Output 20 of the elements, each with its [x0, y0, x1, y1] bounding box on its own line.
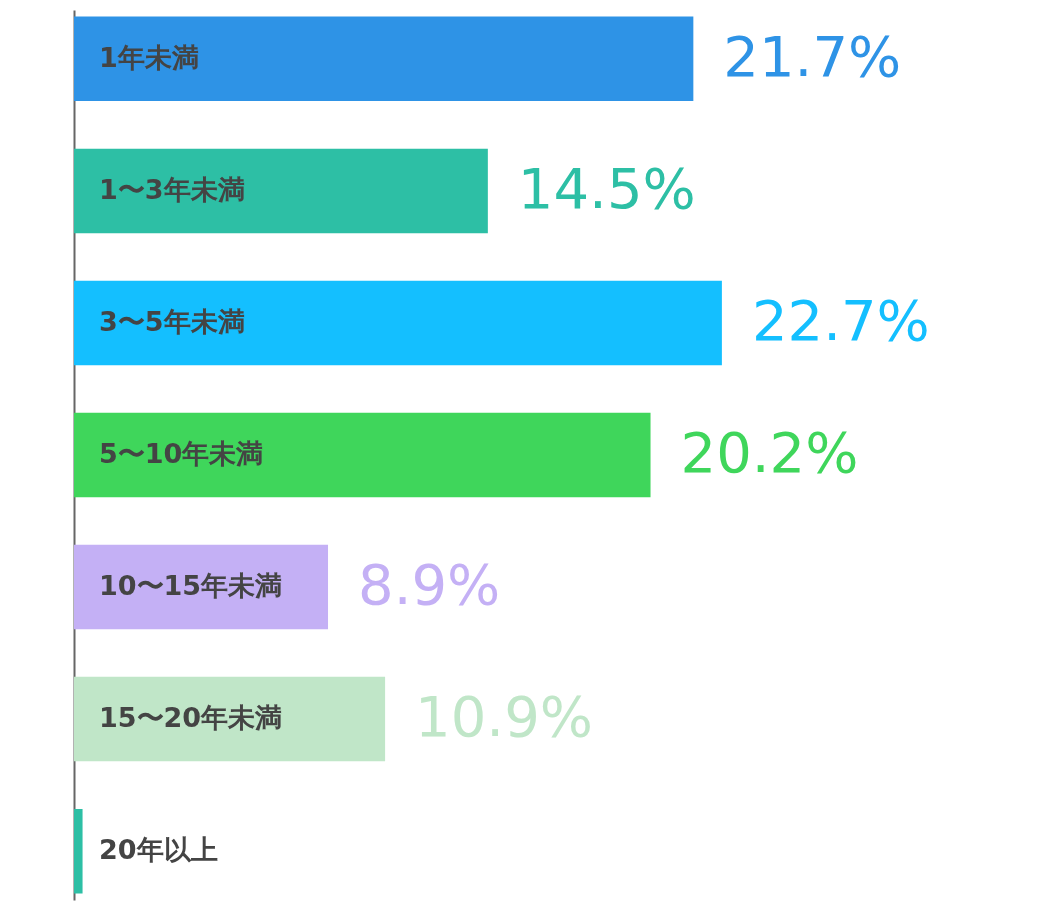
y-tick-label: 1年未満 — [99, 41, 199, 73]
data-label: 21.7% — [723, 23, 902, 89]
bar — [74, 16, 694, 102]
y-tick-label: 10〜15年未満 — [99, 570, 283, 602]
y-tick-label: 5〜10年未満 — [99, 438, 264, 469]
data-label: 22.7% — [751, 287, 930, 353]
bar — [74, 676, 386, 762]
data-label: 10.9% — [415, 684, 594, 750]
bar — [74, 148, 488, 234]
y-tick-label: 1〜3年未満 — [99, 173, 245, 205]
y-tick-label: 20年以上 — [99, 834, 218, 866]
y-tick-label: 3〜5年未満 — [99, 305, 245, 337]
bar — [74, 412, 651, 498]
y-tick-label: 15〜20年未満 — [99, 702, 283, 734]
bar — [74, 280, 722, 366]
bar — [74, 808, 83, 894]
bar — [74, 544, 329, 630]
data-label: 8.9% — [358, 552, 501, 618]
data-label: 14.5% — [517, 155, 696, 221]
data-label: 20.2% — [680, 420, 859, 485]
